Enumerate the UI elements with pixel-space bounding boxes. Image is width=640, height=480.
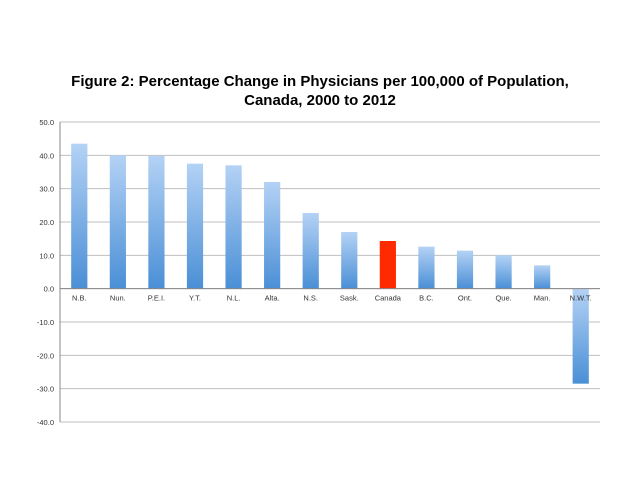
bar-nl [225,165,242,289]
y-tick-label: 10.0 [39,251,54,260]
bar-nun [109,155,126,289]
y-tick-label: 0.0 [44,285,54,294]
x-tick-label: N.B. [72,294,87,303]
bar-yt [186,163,204,289]
y-tick-label: -10.0 [37,318,54,327]
bar-man [534,265,551,289]
chart-title: Figure 2: Percentage Change in Physician… [71,73,569,90]
bar-canada [379,241,396,289]
y-tick-label: 20.0 [39,218,54,227]
bar-ns [302,213,319,289]
gridlines [60,121,600,423]
bars [71,143,589,384]
x-tick-label: Y.T. [189,294,201,303]
y-tick-label: 50.0 [39,118,54,127]
bar-alta [264,182,281,289]
x-tick-label: N.S. [303,294,318,303]
tick-labels: -40.0 -30.0 -20.0 -10.0 0.0 10.0 20.0 30.0 40.0 5… [37,118,592,427]
x-tick-label: Ont. [458,294,472,303]
bar-nb [71,143,88,289]
bar-pei [148,156,165,289]
x-tick-label: Canada [375,294,402,303]
x-tick-label: Man. [534,294,551,303]
x-tick-label: N.L. [227,294,241,303]
bar-que [495,255,512,289]
x-tick-label: Nun. [110,294,126,303]
chart-subtitle: Canada, 2000 to 2012 [244,92,396,109]
x-tick-label: B.C. [419,294,434,303]
bar-bc [418,246,435,289]
y-tick-label: 40.0 [39,151,54,160]
bar-sask [341,232,358,289]
x-tick-label: N.W.T. [570,294,592,303]
y-tick-label: -30.0 [37,385,54,394]
bar-nwt [572,288,589,384]
x-tick-label: Que. [495,294,511,303]
y-tick-label: 30.0 [39,185,54,194]
x-tick-label: Sask. [340,294,359,303]
x-tick-label: P.E.I. [148,294,165,303]
x-tick-label: Alta. [265,294,280,303]
axes [59,122,600,422]
bar-ont [456,250,474,289]
chart-title-block: Figure 2: Percentage Change in Physician… [0,72,640,110]
y-tick-label: -20.0 [37,351,54,360]
y-tick-label: -40.0 [37,418,54,427]
